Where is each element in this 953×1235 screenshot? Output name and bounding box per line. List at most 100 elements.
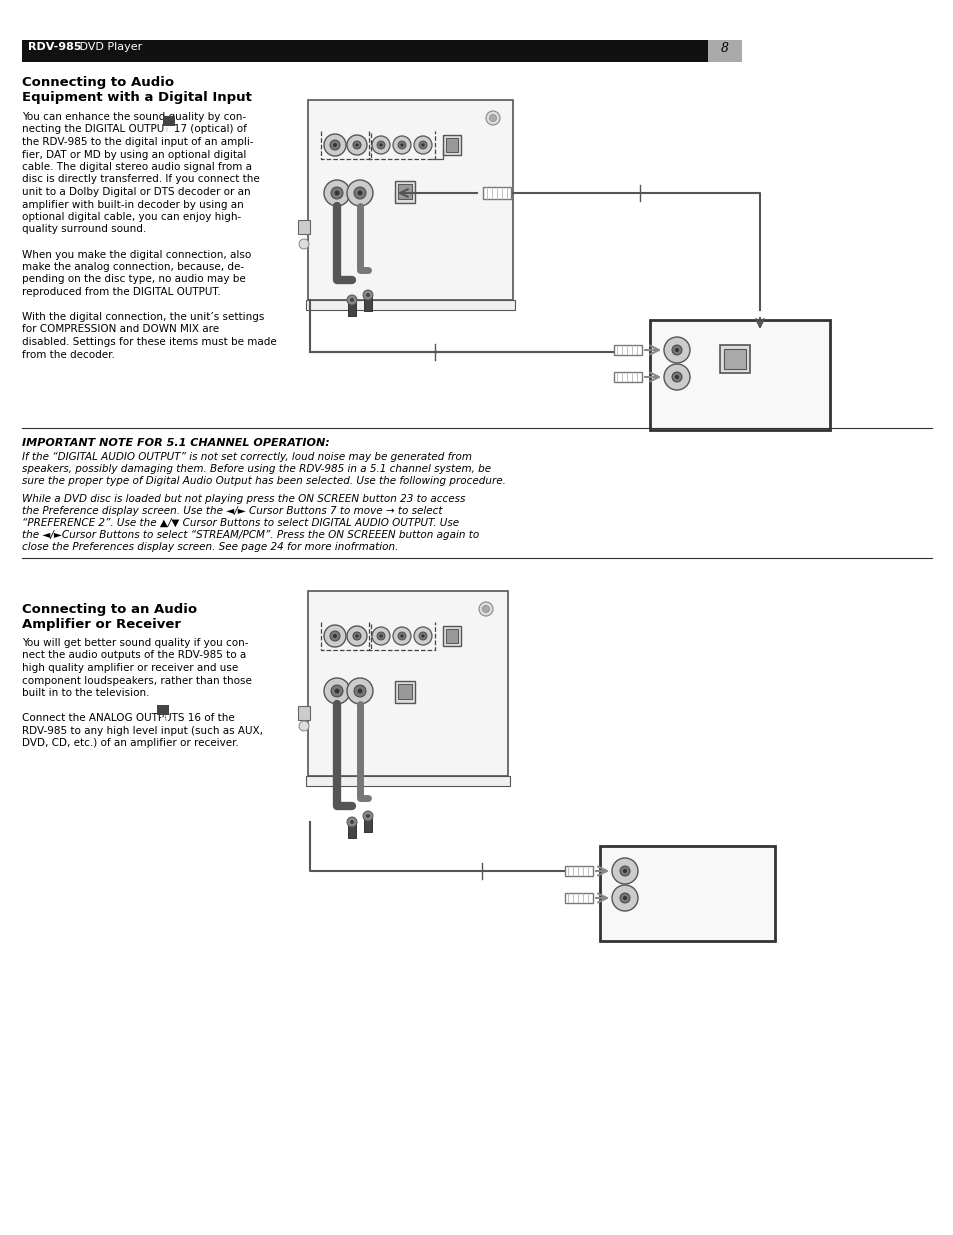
Bar xyxy=(397,684,412,699)
Circle shape xyxy=(372,136,390,154)
Bar xyxy=(297,220,310,233)
Circle shape xyxy=(663,337,689,363)
Bar xyxy=(564,893,593,903)
Bar xyxy=(723,350,745,369)
Text: You can enhance the sound quality by con-: You can enhance the sound quality by con… xyxy=(22,112,246,122)
Text: reproduced from the DIGITAL OUTPUT.: reproduced from the DIGITAL OUTPUT. xyxy=(22,287,220,296)
Text: IMPORTANT NOTE FOR 5.1 CHANNEL OPERATION:: IMPORTANT NOTE FOR 5.1 CHANNEL OPERATION… xyxy=(22,438,330,448)
Text: 8: 8 xyxy=(720,42,728,56)
Bar xyxy=(364,816,372,832)
Circle shape xyxy=(298,240,309,249)
Circle shape xyxy=(333,143,336,147)
Circle shape xyxy=(350,298,354,303)
Text: fier, DAT or MD by using an optional digital: fier, DAT or MD by using an optional dig… xyxy=(22,149,246,159)
Text: sure the proper type of Digital Audio Output has been selected. Use the followin: sure the proper type of Digital Audio Ou… xyxy=(22,475,505,487)
Text: Equipment with a Digital Input: Equipment with a Digital Input xyxy=(22,91,252,104)
Circle shape xyxy=(400,143,403,147)
Circle shape xyxy=(355,635,358,637)
Text: DVD, CD, etc.) of an amplifier or receiver.: DVD, CD, etc.) of an amplifier or receiv… xyxy=(22,739,238,748)
Circle shape xyxy=(331,186,343,199)
Bar xyxy=(364,295,372,311)
Circle shape xyxy=(400,635,403,637)
Circle shape xyxy=(482,605,489,613)
Circle shape xyxy=(333,634,336,638)
Text: make the analog connection, because, de-: make the analog connection, because, de- xyxy=(22,262,244,272)
Circle shape xyxy=(354,186,366,199)
Circle shape xyxy=(363,811,373,821)
Circle shape xyxy=(347,295,356,305)
Text: unit to a Dolby Digital or DTS decoder or an: unit to a Dolby Digital or DTS decoder o… xyxy=(22,186,251,198)
Bar xyxy=(564,866,593,876)
Bar xyxy=(446,629,457,643)
Circle shape xyxy=(353,632,360,640)
Circle shape xyxy=(675,348,679,352)
Circle shape xyxy=(418,632,427,640)
Text: from the decoder.: from the decoder. xyxy=(22,350,114,359)
Circle shape xyxy=(622,869,626,873)
Circle shape xyxy=(671,372,681,382)
Circle shape xyxy=(335,190,339,195)
Circle shape xyxy=(622,897,626,900)
Circle shape xyxy=(324,180,350,206)
Text: With the digital connection, the unit’s settings: With the digital connection, the unit’s … xyxy=(22,312,264,322)
Text: speakers, possibly damaging them. Before using the RDV-985 in a 5.1 channel syst: speakers, possibly damaging them. Before… xyxy=(22,464,491,474)
Text: close the Preferences display screen. See page 24 for more inofrmation.: close the Preferences display screen. Se… xyxy=(22,542,398,552)
Text: 17: 17 xyxy=(164,126,174,135)
Circle shape xyxy=(393,136,411,154)
Circle shape xyxy=(619,866,629,876)
Text: optional digital cable, you can enjoy high-: optional digital cable, you can enjoy hi… xyxy=(22,212,241,222)
Bar xyxy=(163,116,174,126)
Bar xyxy=(306,776,510,785)
Circle shape xyxy=(671,345,681,354)
Circle shape xyxy=(347,626,367,646)
Circle shape xyxy=(324,625,346,647)
Circle shape xyxy=(421,635,424,637)
Circle shape xyxy=(366,814,370,818)
Circle shape xyxy=(612,885,638,911)
Text: 16: 16 xyxy=(157,715,168,724)
Circle shape xyxy=(347,135,367,156)
Circle shape xyxy=(393,627,411,645)
Text: While a DVD disc is loaded but not playing press the ON SCREEN button 23 to acce: While a DVD disc is loaded but not playi… xyxy=(22,494,465,504)
Text: the ◄/►Cursor Buttons to select “STREAM/PCM”. Press the ON SCREEEN button again : the ◄/►Cursor Buttons to select “STREAM/… xyxy=(22,530,478,540)
Circle shape xyxy=(331,685,343,697)
Text: quality surround sound.: quality surround sound. xyxy=(22,225,146,235)
Circle shape xyxy=(397,632,406,640)
Circle shape xyxy=(379,635,382,637)
Bar xyxy=(308,100,513,300)
Circle shape xyxy=(354,685,366,697)
Bar xyxy=(348,823,355,839)
Text: high quality amplifier or receiver and use: high quality amplifier or receiver and u… xyxy=(22,663,238,673)
Circle shape xyxy=(324,135,346,156)
Text: Connecting to Audio: Connecting to Audio xyxy=(22,77,174,89)
Bar xyxy=(308,592,507,776)
Circle shape xyxy=(350,820,354,824)
Circle shape xyxy=(485,111,499,125)
Text: the Preference display screen. Use the ◄/► Cursor Buttons 7 to move → to select: the Preference display screen. Use the ◄… xyxy=(22,506,442,516)
Text: RDV-985: RDV-985 xyxy=(28,42,81,52)
Circle shape xyxy=(353,141,360,149)
Circle shape xyxy=(366,293,370,296)
Text: nect the audio outputs of the RDV-985 to a: nect the audio outputs of the RDV-985 to… xyxy=(22,651,246,661)
Bar xyxy=(614,372,641,382)
Circle shape xyxy=(663,364,689,390)
Circle shape xyxy=(376,632,385,640)
Bar xyxy=(395,182,415,203)
Circle shape xyxy=(330,140,339,149)
Text: component loudspeakers, rather than those: component loudspeakers, rather than thos… xyxy=(22,676,252,685)
Bar xyxy=(707,40,741,62)
Bar xyxy=(442,135,460,156)
Text: RDV-985 to any high level input (such as AUX,: RDV-985 to any high level input (such as… xyxy=(22,725,263,736)
Circle shape xyxy=(619,893,629,903)
Circle shape xyxy=(324,678,350,704)
Text: for COMPRESSION and DOWN MIX are: for COMPRESSION and DOWN MIX are xyxy=(22,325,219,335)
Text: cable. The digital stereo audio signal from a: cable. The digital stereo audio signal f… xyxy=(22,162,252,172)
Bar xyxy=(482,186,511,199)
Circle shape xyxy=(347,818,356,827)
Text: necting the DIGITAL OUTPUT 17 (optical) of: necting the DIGITAL OUTPUT 17 (optical) … xyxy=(22,125,247,135)
Circle shape xyxy=(355,143,358,147)
Bar xyxy=(297,706,310,720)
Circle shape xyxy=(372,627,390,645)
Circle shape xyxy=(418,141,427,149)
Circle shape xyxy=(335,689,339,693)
